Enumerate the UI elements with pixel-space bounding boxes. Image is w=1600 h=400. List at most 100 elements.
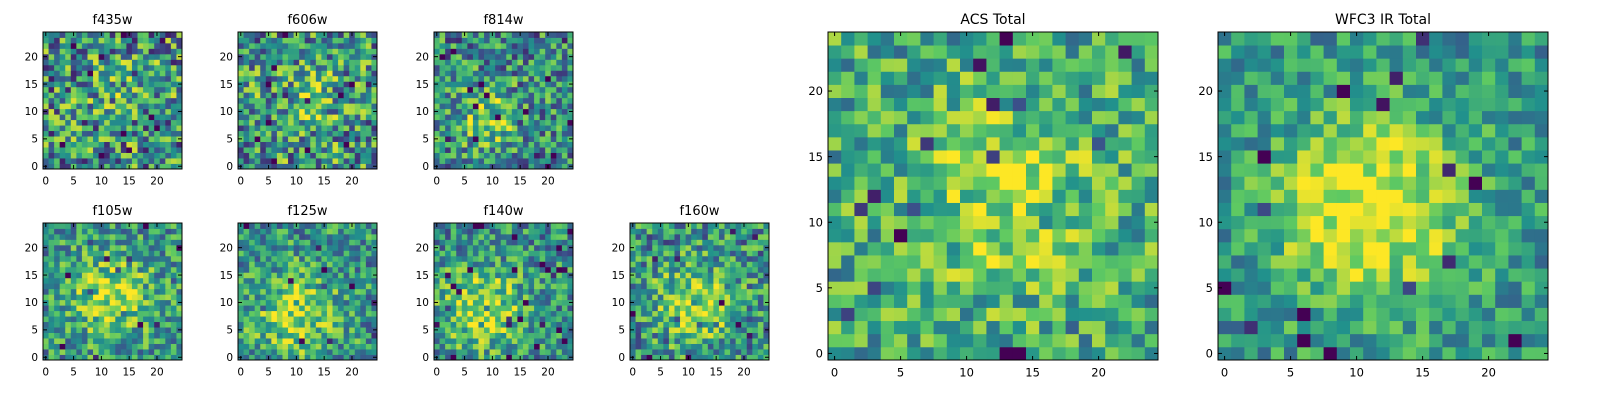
heatmap-cell (321, 299, 328, 306)
heatmap-cell (472, 228, 479, 235)
heatmap-cell (98, 86, 105, 93)
heatmap-cell (495, 103, 502, 110)
heatmap-cell (76, 310, 83, 317)
heatmap-cell (663, 299, 670, 306)
heatmap-cell (159, 32, 166, 38)
heatmap-cell (500, 32, 507, 38)
heatmap-cell (93, 272, 99, 279)
heatmap-cell (76, 228, 83, 235)
heatmap-cell (48, 244, 55, 251)
heatmap-cell (54, 338, 61, 344)
heatmap-cell (143, 239, 150, 246)
heatmap-cell (641, 266, 648, 273)
heatmap-cell (478, 86, 485, 93)
heatmap-cell (176, 119, 183, 126)
heatmap-cell (439, 75, 446, 82)
heatmap-cell (467, 332, 474, 339)
heatmap-cell (109, 223, 116, 229)
heatmap-cell (456, 223, 463, 229)
heatmap-cell (271, 349, 278, 355)
heatmap-cell (282, 255, 289, 262)
heatmap-cell (59, 228, 66, 235)
heatmap-cell (332, 283, 339, 290)
heatmap-cell (282, 42, 289, 49)
heatmap-cell (1131, 307, 1146, 322)
heatmap-cell (276, 158, 283, 164)
heatmap-cell (120, 32, 127, 38)
heatmap-cell (556, 42, 563, 49)
heatmap-cell (54, 244, 61, 251)
heatmap-cell (243, 294, 250, 301)
heatmap-cell (445, 321, 452, 328)
heatmap-cell (115, 163, 122, 170)
heatmap-cell (76, 349, 83, 355)
heatmap-cell (933, 241, 948, 256)
heatmap-cell (43, 125, 49, 132)
heatmap-cell (304, 86, 311, 93)
x-tick-label: 0 (433, 367, 440, 379)
heatmap-cell (999, 333, 1014, 348)
heatmap-cell (478, 125, 485, 132)
heatmap-cell (131, 103, 138, 110)
heatmap-cell (98, 261, 105, 268)
heatmap-cell (528, 163, 535, 170)
heatmap-cell (321, 92, 328, 99)
heatmap-cell (260, 70, 267, 77)
heatmap-cell (691, 299, 698, 306)
heatmap-cell (282, 239, 289, 246)
heatmap-cell (148, 136, 155, 142)
heatmap-cell (946, 333, 961, 348)
heatmap-cell (115, 119, 122, 126)
heatmap-cell (1039, 255, 1053, 269)
heatmap-cell (254, 92, 261, 99)
heatmap-cell (54, 125, 61, 132)
heatmap-cell (450, 316, 457, 323)
heatmap-cell (472, 86, 479, 93)
heatmap-cell (472, 141, 479, 148)
heatmap-cell (299, 239, 306, 246)
heatmap-cell (730, 321, 737, 328)
heatmap-cell (545, 59, 552, 66)
heatmap-cell (960, 320, 974, 335)
heatmap-cell (93, 299, 99, 306)
heatmap-cell (461, 305, 468, 312)
heatmap-cell (506, 283, 513, 290)
heatmap-cell (354, 272, 361, 279)
heatmap-cell (115, 223, 122, 229)
heatmap-cell (539, 305, 546, 312)
heatmap-cell (131, 338, 138, 344)
heatmap-cell (528, 114, 535, 121)
heatmap-cell (315, 310, 322, 317)
heatmap-cell (360, 130, 367, 137)
heatmap-cell (143, 59, 150, 66)
heatmap-cell (652, 316, 659, 323)
heatmap-cell (115, 266, 122, 273)
heatmap-cell (724, 261, 731, 268)
heatmap-cell (271, 103, 278, 110)
heatmap-cell (87, 239, 94, 246)
heatmap-cell (461, 64, 468, 71)
heatmap-cell (528, 261, 535, 268)
heatmap-cell (360, 158, 367, 164)
heatmap-cell (109, 48, 116, 55)
heatmap-cell (299, 48, 306, 55)
heatmap-cell (946, 255, 961, 269)
heatmap-cell (545, 255, 552, 262)
heatmap-cell (98, 53, 105, 60)
heatmap-cell (511, 294, 518, 301)
heatmap-cell (282, 130, 289, 137)
heatmap-cell (176, 70, 183, 77)
heatmap-cell (54, 70, 61, 77)
heatmap-cell (338, 244, 345, 251)
x-tick-label: 10 (290, 367, 303, 379)
heatmap-cell (276, 354, 283, 361)
heatmap-cell (282, 261, 289, 268)
heatmap-cell (461, 119, 468, 126)
heatmap-cell (48, 136, 55, 142)
heatmap-cell (70, 114, 77, 121)
heatmap-cell (550, 114, 557, 121)
heatmap-cell (93, 343, 99, 350)
heatmap-cell (126, 59, 133, 66)
heatmap-cell (243, 316, 250, 323)
heatmap-cell (539, 59, 546, 66)
